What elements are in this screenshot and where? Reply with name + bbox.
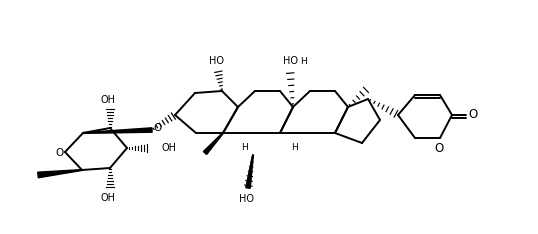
Text: HO: HO	[209, 56, 223, 66]
Text: O: O	[469, 109, 478, 121]
Polygon shape	[83, 128, 152, 133]
Text: O: O	[434, 142, 444, 154]
Text: H: H	[292, 143, 299, 153]
Text: H: H	[242, 143, 249, 153]
Text: OH: OH	[101, 193, 116, 203]
Polygon shape	[246, 155, 253, 188]
Text: OH: OH	[162, 143, 177, 153]
Text: O: O	[55, 148, 63, 158]
Text: HO: HO	[282, 56, 298, 66]
Text: HO: HO	[238, 194, 253, 204]
Text: OH: OH	[101, 95, 116, 105]
Text: O: O	[154, 123, 162, 133]
Polygon shape	[203, 133, 223, 154]
Polygon shape	[38, 170, 82, 178]
Text: H: H	[300, 56, 307, 66]
